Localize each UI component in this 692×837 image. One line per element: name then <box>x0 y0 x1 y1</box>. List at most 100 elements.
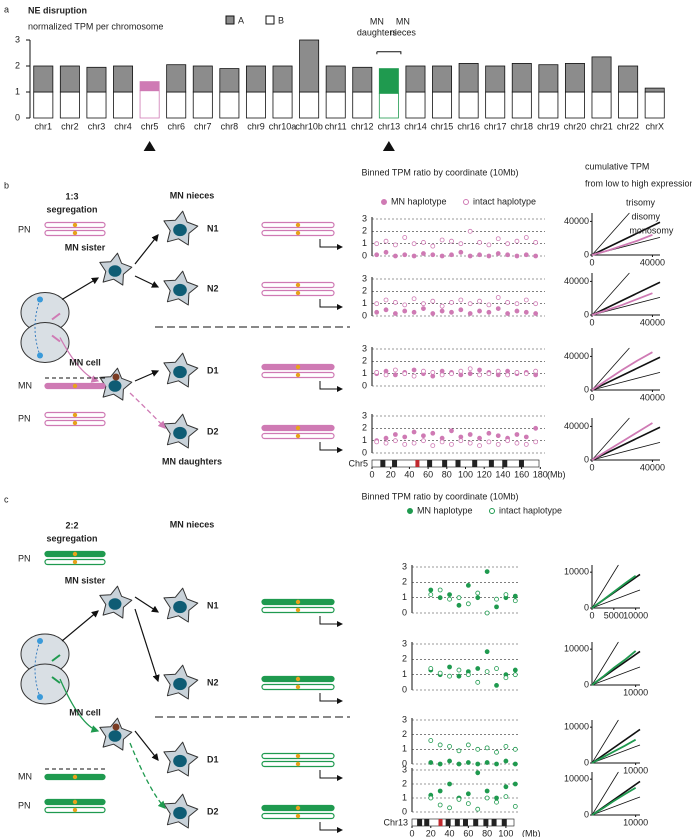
mn-point <box>392 311 398 316</box>
mn-point <box>475 595 481 601</box>
bar-segment <box>86 91 107 119</box>
intact-point <box>494 749 499 755</box>
intact-point <box>383 372 389 378</box>
intact-point <box>495 368 501 374</box>
intact-point <box>430 370 436 375</box>
mn-point <box>449 252 454 258</box>
reference-label: monosomy <box>629 225 674 235</box>
intact-point <box>421 438 426 444</box>
intact-point <box>514 440 520 446</box>
y-tick-label: 0 <box>584 249 589 259</box>
intact-point <box>458 297 464 303</box>
ideogram-band <box>454 819 460 826</box>
cumulative-curve <box>591 422 653 461</box>
reference-line <box>591 744 641 764</box>
bar-segment <box>192 65 213 93</box>
centromere <box>72 799 78 805</box>
y-tick-label: 3 <box>362 273 367 283</box>
bar-segment <box>59 91 80 119</box>
x-tick-label: 10000 <box>623 610 648 620</box>
arrow <box>59 678 100 733</box>
x-tick-label: 80 <box>442 469 452 479</box>
mn-point <box>477 435 482 441</box>
centromere <box>415 460 420 467</box>
y-tick-label: 40000 <box>564 351 589 361</box>
mn-point <box>439 253 445 259</box>
reference-line <box>591 371 661 391</box>
legend-marker <box>407 508 413 514</box>
intact-point <box>430 298 436 304</box>
intact-point <box>533 439 539 445</box>
y-tick-label: 1 <box>362 238 367 248</box>
mn-point <box>456 761 462 767</box>
cumulative-title: from low to high expression <box>585 178 692 188</box>
intact-point <box>439 439 445 445</box>
mn-point <box>465 791 471 797</box>
centromere <box>295 684 301 690</box>
y-tick-label: 2 <box>362 226 367 236</box>
intact-point <box>458 438 464 444</box>
x-tick-label: chr5 <box>141 121 159 131</box>
bar-segment <box>86 66 107 93</box>
ideogram-band <box>473 819 479 826</box>
mn-point <box>383 435 389 441</box>
bracket <box>376 51 402 55</box>
intact-point <box>392 300 398 305</box>
x-tick-label: 5000 <box>604 610 624 620</box>
intact-point <box>402 371 408 377</box>
intact-point <box>447 744 452 749</box>
mn-point <box>514 308 520 314</box>
mn-point <box>447 781 452 787</box>
centromere <box>295 433 301 439</box>
intact-point <box>505 300 510 305</box>
mn-point <box>374 252 380 258</box>
mn-point <box>428 760 434 765</box>
x-tick-label: 40000 <box>640 462 665 472</box>
diagram-label: N2 <box>207 283 219 293</box>
diagram-label: segregation <box>46 204 97 214</box>
mn-point <box>411 253 417 259</box>
y-tick-label: 2 <box>15 60 20 70</box>
mn-point <box>494 604 499 610</box>
mn-point <box>495 251 501 256</box>
centromere <box>72 807 78 813</box>
mn-point <box>477 252 482 258</box>
reference-line <box>591 426 661 461</box>
centromere <box>72 222 78 228</box>
centromere <box>72 420 78 426</box>
legend-label: B <box>278 15 284 25</box>
bar-segment <box>352 66 373 93</box>
x-tick-label: 180 <box>533 469 548 479</box>
ideogram-band <box>417 819 423 826</box>
dividing-cell <box>20 322 70 363</box>
centromere <box>72 230 78 236</box>
intact-point <box>475 806 481 812</box>
intact-point <box>486 242 492 248</box>
x-tick-label: 140 <box>495 469 510 479</box>
y-tick-label: 2 <box>362 286 367 296</box>
bar-segment <box>591 56 612 93</box>
diagram-label: N1 <box>207 223 219 233</box>
mn-point <box>477 308 482 314</box>
legend-swatch <box>265 15 275 25</box>
cumulative-curve <box>591 738 637 764</box>
mn-point <box>467 311 473 316</box>
intact-point <box>494 666 499 671</box>
mn-point <box>383 249 389 255</box>
centromere <box>295 761 301 767</box>
mn-point <box>392 253 398 259</box>
intact-point <box>458 368 464 374</box>
bar-segment <box>538 64 559 93</box>
y-tick-label: 3 <box>362 410 367 420</box>
arrow <box>61 610 99 642</box>
ideogram-band <box>518 460 524 467</box>
ideogram-band <box>455 460 461 467</box>
arrow <box>129 392 166 429</box>
intact-point <box>475 746 481 752</box>
nucleus <box>173 600 187 614</box>
diagram-label: D1 <box>207 754 219 764</box>
intact-point <box>523 441 529 447</box>
diagram-label: segregation <box>46 533 97 543</box>
x-axis-label: Chr5 <box>348 458 368 468</box>
